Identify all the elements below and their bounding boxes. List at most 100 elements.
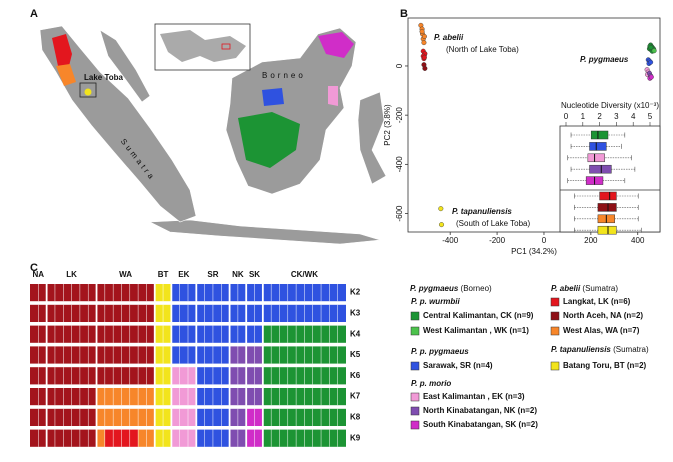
x-tick-label: -400	[442, 236, 459, 245]
legend-label: Central Kalimantan, CK (n=9)	[423, 311, 534, 320]
row-label: K4	[350, 329, 361, 338]
panel-label: B	[400, 8, 408, 20]
legend-species: P. pygmaeus	[410, 284, 459, 293]
row-label: K9	[350, 433, 361, 442]
ancestry-segment	[96, 408, 155, 426]
legend-subheader: P. p. morio	[411, 379, 451, 388]
inset-tick-label: 4	[631, 112, 636, 121]
ancestry-segment	[96, 429, 105, 447]
legend-label: North Aceh, NA (n=2)	[563, 311, 643, 320]
row-label: K5	[350, 350, 361, 359]
range-ek	[328, 86, 338, 106]
x-tick-label: 200	[584, 236, 598, 245]
x-tick-label: -200	[489, 236, 506, 245]
row-label: K7	[350, 392, 361, 401]
legend-swatch	[550, 311, 560, 321]
point	[419, 29, 425, 35]
annotation-species: P. pygmaeus	[580, 55, 629, 64]
range-sr	[262, 88, 284, 106]
group-label: SK	[249, 270, 260, 279]
legend-swatch	[550, 326, 560, 336]
malaya	[99, 29, 151, 103]
box	[599, 191, 617, 201]
legend-label: Batang Toru, BT (n=2)	[563, 361, 647, 370]
range-bt	[84, 88, 92, 96]
point	[648, 59, 654, 65]
map-label: Borneo	[262, 71, 306, 80]
range-ck	[238, 112, 300, 168]
ancestry-segment	[171, 346, 230, 364]
bt-box	[79, 82, 97, 98]
legend-label: North Kinabatangan, NK (n=2)	[423, 406, 537, 415]
ancestry-segment	[171, 325, 263, 343]
box	[597, 203, 617, 212]
point	[422, 65, 428, 71]
inset-tick-label: 3	[614, 112, 619, 121]
sumatra	[39, 25, 197, 223]
group-label: EK	[178, 270, 189, 279]
group-label: BT	[158, 270, 169, 279]
group-label: NA	[33, 270, 45, 279]
inset-title: Nucleotide Diversity (x10⁻³)	[561, 101, 659, 110]
legend-subheader: P. p. wurmbii	[411, 297, 461, 306]
legend-swatch	[410, 420, 420, 430]
legend-header: P. abelii (Sumatra)	[551, 284, 618, 293]
legend-subheader: P. p. pygmaeus	[411, 347, 469, 356]
group-label: NK	[232, 270, 244, 279]
x-axis-label: PC1 (34.2%)	[511, 247, 557, 256]
range-lk	[52, 34, 72, 70]
point	[438, 206, 444, 212]
y-axis-label: PC2 (3.8%)	[383, 104, 392, 146]
legend-swatch	[550, 361, 560, 371]
row-label: K8	[350, 413, 361, 422]
group-label: SR	[207, 270, 218, 279]
ancestry-segment	[171, 304, 346, 322]
point	[648, 45, 654, 51]
legend-species: P. abelii	[551, 284, 581, 293]
point	[651, 48, 657, 54]
legend-label: Langkat, LK (n=6)	[563, 297, 631, 306]
annotation-note: (North of Lake Toba)	[446, 45, 519, 54]
map-label: Lake Toba	[84, 73, 124, 82]
inset-tick-label: 5	[648, 112, 653, 121]
ancestry-segment	[30, 325, 155, 343]
y-tick-label: -200	[395, 107, 404, 124]
legend-swatch	[410, 406, 420, 416]
legend-header: P. pygmaeus (Borneo)	[410, 284, 492, 293]
box	[589, 142, 607, 151]
legend-swatch	[410, 392, 420, 402]
x-tick-label: 400	[631, 236, 645, 245]
legend-swatch	[410, 311, 420, 321]
point	[648, 74, 654, 80]
panel-label: C	[30, 262, 38, 274]
row-label: K2	[350, 288, 361, 297]
panel-label: A	[30, 8, 38, 20]
legend-note: (Sumatra)	[611, 345, 649, 354]
box	[589, 164, 612, 174]
group-label: LK	[66, 270, 77, 279]
y-tick-label: -600	[395, 205, 404, 222]
inset-tick-label: 2	[597, 112, 602, 121]
legend-note: (Sumatra)	[580, 284, 618, 293]
ancestry-segment	[171, 367, 197, 385]
box	[597, 225, 617, 235]
legend-label: East Kalimantan , EK (n=3)	[423, 392, 525, 401]
x-tick-label: 0	[542, 236, 547, 245]
range-wa	[56, 64, 76, 86]
ancestry-segment	[171, 388, 197, 406]
box	[590, 130, 609, 140]
ancestry-segment	[171, 408, 197, 426]
legend-note: (Borneo)	[458, 284, 492, 293]
inset-tick-label: 0	[564, 112, 569, 121]
group-label: WA	[119, 270, 132, 279]
inset-marker	[221, 43, 231, 50]
point	[421, 33, 427, 39]
ancestry-segment	[30, 304, 155, 322]
legend-swatch	[410, 361, 420, 371]
point	[421, 40, 427, 46]
point	[439, 222, 445, 228]
legend-label: Sarawak, SR (n=4)	[423, 361, 493, 370]
sulawesi	[357, 91, 387, 185]
world-land	[160, 30, 246, 62]
